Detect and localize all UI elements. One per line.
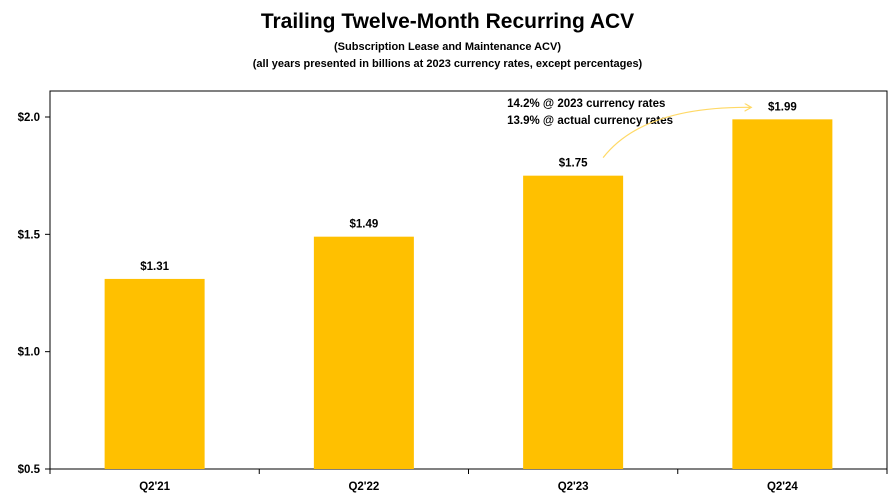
x-category-label: Q2'22 (348, 481, 379, 493)
x-category-label: Q2'24 (767, 481, 798, 493)
y-tick-label: $1.5 (18, 229, 41, 241)
bar-value-label: $1.99 (768, 101, 797, 113)
chart-subtitle-2: (all years presented in billions at 2023… (252, 58, 643, 70)
bar-Q2'22 (313, 236, 414, 469)
chart-subtitle-1: (Subscription Lease and Maintenance ACV) (334, 41, 561, 53)
y-tick-label: $0.5 (18, 464, 41, 476)
y-tick-label: $1.0 (18, 347, 40, 359)
bar-value-label: $1.31 (140, 261, 169, 273)
y-tick-label: $2.0 (18, 112, 40, 124)
growth-arrow (602, 107, 750, 159)
bar-Q2'23 (523, 175, 624, 469)
growth-note-line: 13.9% @ actual currency rates (507, 115, 673, 127)
bar-Q2'21 (104, 278, 205, 469)
bar-value-label: $1.49 (349, 219, 378, 231)
x-category-label: Q2'21 (139, 481, 170, 493)
growth-note-line: 14.2% @ 2023 currency rates (507, 98, 665, 110)
bar-value-label: $1.75 (559, 158, 588, 170)
x-category-label: Q2'23 (558, 481, 589, 493)
bar-Q2'24 (732, 119, 833, 469)
chart-title: Trailing Twelve-Month Recurring ACV (260, 10, 635, 33)
